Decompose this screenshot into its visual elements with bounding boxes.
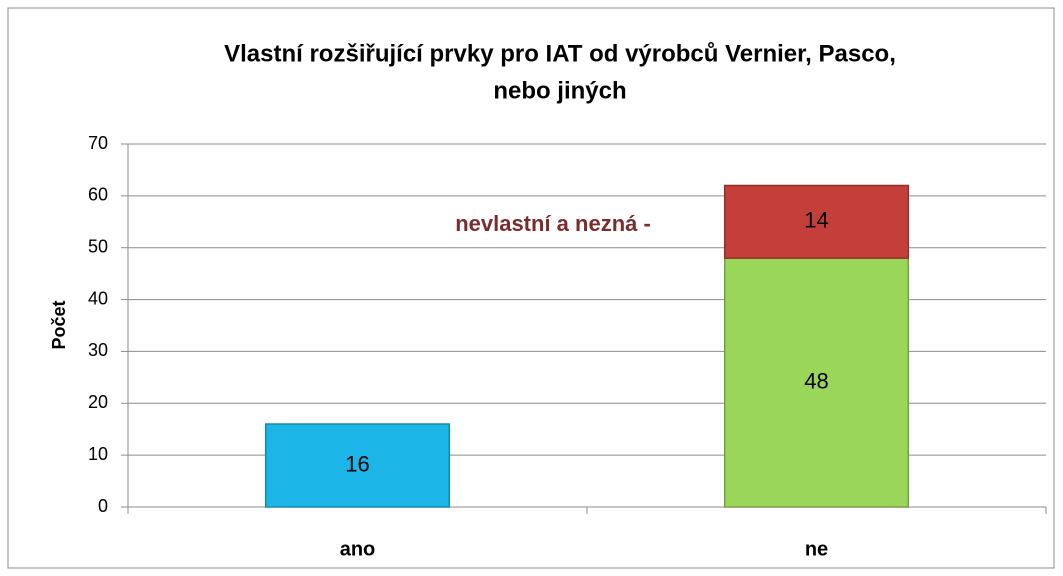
y-tick-label: 60 <box>88 185 108 205</box>
x-tick-label: ano <box>340 538 376 560</box>
bar-segment <box>723 257 910 508</box>
bar-segment <box>723 184 910 259</box>
y-tick-label: 50 <box>88 236 108 256</box>
data-label: 48 <box>804 368 828 393</box>
y-tick-label: 70 <box>88 133 108 153</box>
y-axis-label: Počet <box>49 300 69 349</box>
y-tick-label: 20 <box>88 392 108 412</box>
y-tick-label: 0 <box>98 496 108 516</box>
y-tick-label: 10 <box>88 444 108 464</box>
chart-title: nebo jiných <box>493 77 626 104</box>
data-label: 14 <box>804 208 828 233</box>
chart-title: Vlastní rozšiřující prvky pro IAT od výr… <box>224 40 896 67</box>
y-tick-label: 30 <box>88 340 108 360</box>
data-label: 16 <box>345 451 369 476</box>
y-tick-label: 40 <box>88 288 108 308</box>
bar-segment <box>264 423 451 508</box>
annotation: nevlastní a nezná - <box>455 211 651 236</box>
x-tick-label: ne <box>805 538 828 560</box>
